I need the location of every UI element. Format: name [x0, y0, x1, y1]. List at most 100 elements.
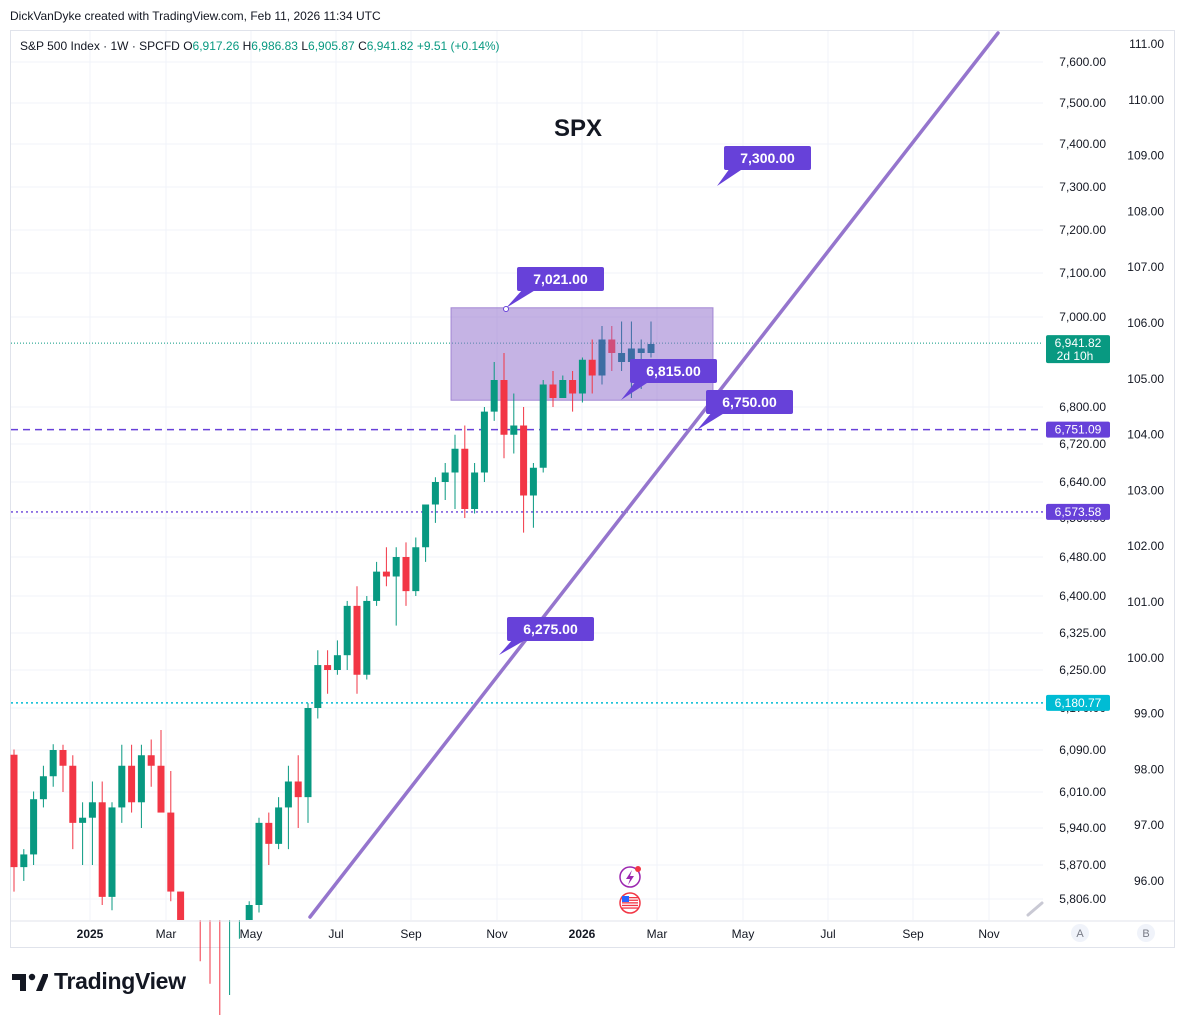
- candle-body: [333, 655, 341, 670]
- candle-body: [343, 605, 351, 656]
- chart-frame[interactable]: [10, 30, 1175, 948]
- candle-body: [177, 891, 185, 920]
- secondary-tick-label: 105.00: [1127, 372, 1164, 386]
- price-tick-label: 7,400.00: [1059, 137, 1106, 151]
- candle: [500, 353, 508, 459]
- candle: [529, 463, 537, 528]
- candle-body: [128, 765, 136, 803]
- price-tag-label: 6,573.58: [1055, 505, 1102, 519]
- candle: [461, 425, 469, 518]
- candle: [363, 596, 371, 680]
- candle-body: [353, 605, 361, 675]
- price-tag-label: 6,180.77: [1055, 696, 1102, 710]
- candle: [39, 765, 47, 808]
- candle: [618, 321, 626, 371]
- chart-credit: DickVanDyke created with TradingView.com…: [10, 9, 381, 23]
- candle-body: [637, 348, 645, 353]
- time-tick-label: 2026: [569, 927, 596, 941]
- candle-body: [569, 380, 577, 394]
- secondary-tick-label: 99.00: [1134, 707, 1164, 721]
- symbol-label[interactable]: S&P 500 Index · 1W · SPCFD: [20, 39, 180, 53]
- axis-button[interactable]: B: [1137, 924, 1155, 942]
- candle: [647, 321, 655, 358]
- candle: [431, 477, 439, 523]
- price-tag: 6,751.09: [1046, 421, 1110, 438]
- low-label: L: [301, 39, 309, 53]
- price-callout: 6,275.00: [499, 617, 594, 655]
- flag-stripe: [622, 907, 638, 909]
- secondary-tick-label: 111.00: [1129, 37, 1164, 51]
- candle-body: [510, 425, 518, 435]
- candle-body: [647, 344, 655, 353]
- high-value: 6,986.83: [251, 39, 298, 53]
- time-tick-label: May: [240, 927, 263, 941]
- us-flag-event-icon: [619, 892, 641, 914]
- candle-body: [539, 384, 547, 468]
- time-tick-label: Mar: [156, 927, 177, 941]
- price-callout: 7,300.00: [717, 146, 811, 186]
- candle: [451, 434, 459, 509]
- callout-box: [706, 390, 793, 414]
- candle-body: [98, 802, 106, 897]
- time-tick-label: Nov: [978, 927, 999, 941]
- candle-body: [324, 665, 332, 670]
- candle: [20, 849, 28, 881]
- secondary-tick-label: 104.00: [1127, 428, 1164, 442]
- candle-body: [39, 776, 47, 800]
- secondary-tick-label: 102.00: [1127, 539, 1164, 553]
- low-value: 6,905.87: [308, 39, 355, 53]
- axis-button-label: B: [1142, 928, 1149, 940]
- candle-body: [588, 359, 596, 376]
- tradingview-wordmark: TradingView: [54, 968, 186, 994]
- candle-body: [461, 448, 469, 509]
- candle: [30, 791, 38, 865]
- candle-body: [520, 425, 528, 496]
- candle-body: [471, 472, 479, 509]
- candle-body: [549, 384, 557, 398]
- callout-pointer: [621, 381, 650, 400]
- candle-body: [314, 665, 322, 708]
- candle: [471, 463, 479, 514]
- candle-body: [392, 557, 400, 577]
- candle: [98, 781, 106, 905]
- candle: [177, 891, 185, 920]
- candle-body: [441, 472, 449, 482]
- secondary-tick-label: 100.00: [1127, 651, 1164, 665]
- chart-title: SPX: [554, 115, 602, 142]
- candle: [510, 393, 518, 454]
- candle: [559, 375, 567, 398]
- price-callout: 7,021.00: [506, 267, 604, 308]
- axis-button[interactable]: A: [1071, 924, 1089, 942]
- price-callout: 6,815.00: [621, 359, 717, 400]
- event-dot: [635, 866, 641, 872]
- candle-body: [480, 411, 488, 473]
- candle: [520, 407, 528, 533]
- price-tick-label: 7,300.00: [1059, 180, 1106, 194]
- candle-body: [382, 571, 390, 577]
- candle: [88, 781, 96, 865]
- price-tick-label: 5,870.00: [1059, 858, 1106, 872]
- candle-body: [402, 557, 410, 592]
- candle: [10, 749, 18, 892]
- tradingview-logo[interactable]: TradingView: [12, 968, 186, 995]
- open-label: O: [183, 39, 193, 53]
- anchor-point: [503, 306, 509, 312]
- lightning-icon: [626, 870, 634, 885]
- open-value: 6,917.26: [192, 39, 240, 53]
- time-tick-label: Mar: [647, 927, 668, 941]
- candle-body: [608, 339, 616, 353]
- candle: [157, 730, 165, 813]
- candle-body: [618, 353, 626, 362]
- price-tick-label: 5,806.00: [1059, 892, 1106, 906]
- candle: [167, 771, 175, 902]
- lightning-event-icon: [619, 866, 641, 888]
- candle: [304, 703, 312, 823]
- candle-body: [137, 755, 145, 803]
- candle: [69, 755, 77, 850]
- callout-pointer: [499, 639, 527, 655]
- price-tick-label: 7,100.00: [1059, 266, 1106, 280]
- price-tick-label: 7,500.00: [1059, 96, 1106, 110]
